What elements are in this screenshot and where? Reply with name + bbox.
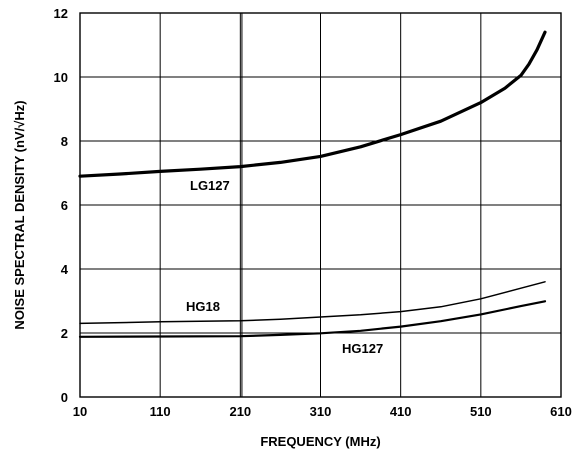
- y-tick-label: 6: [61, 198, 68, 213]
- series-line-lg127: [78, 30, 547, 178]
- series-label-hg18: HG18: [186, 299, 220, 314]
- x-tick-label: 310: [310, 404, 332, 419]
- series-line-hg18: [79, 281, 546, 325]
- x-tick-label: 110: [150, 404, 171, 419]
- series-label-lg127: LG127: [190, 178, 230, 193]
- x-tick-label: 510: [470, 404, 492, 419]
- y-tick-labels: 0 2 4 6 8 10 12: [54, 6, 69, 405]
- y-tick-label: 0: [61, 390, 68, 405]
- x-tick-label: 610: [550, 404, 572, 419]
- y-tick-label: 10: [54, 70, 68, 85]
- series-label-hg127: HG127: [342, 341, 383, 356]
- y-axis-label: NOISE SPECTRAL DENSITY (nV/√Hz): [12, 100, 27, 329]
- x-tick-label: 210: [229, 404, 251, 419]
- y-tick-label: 8: [61, 134, 68, 149]
- grid-lines: [80, 13, 561, 397]
- series-lines: [78, 30, 547, 338]
- x-tick-label: 410: [390, 404, 412, 419]
- x-tick-label: 10: [73, 404, 87, 419]
- y-tick-label: 12: [54, 6, 68, 21]
- plot-frame: [79, 12, 562, 398]
- series-line-hg127: [78, 300, 547, 338]
- x-axis-label: FREQUENCY (MHz): [260, 434, 380, 449]
- y-tick-label: 2: [61, 326, 68, 341]
- y-tick-label: 4: [61, 262, 69, 277]
- x-tick-labels: 10 110 210 310 410 510 610: [73, 404, 572, 419]
